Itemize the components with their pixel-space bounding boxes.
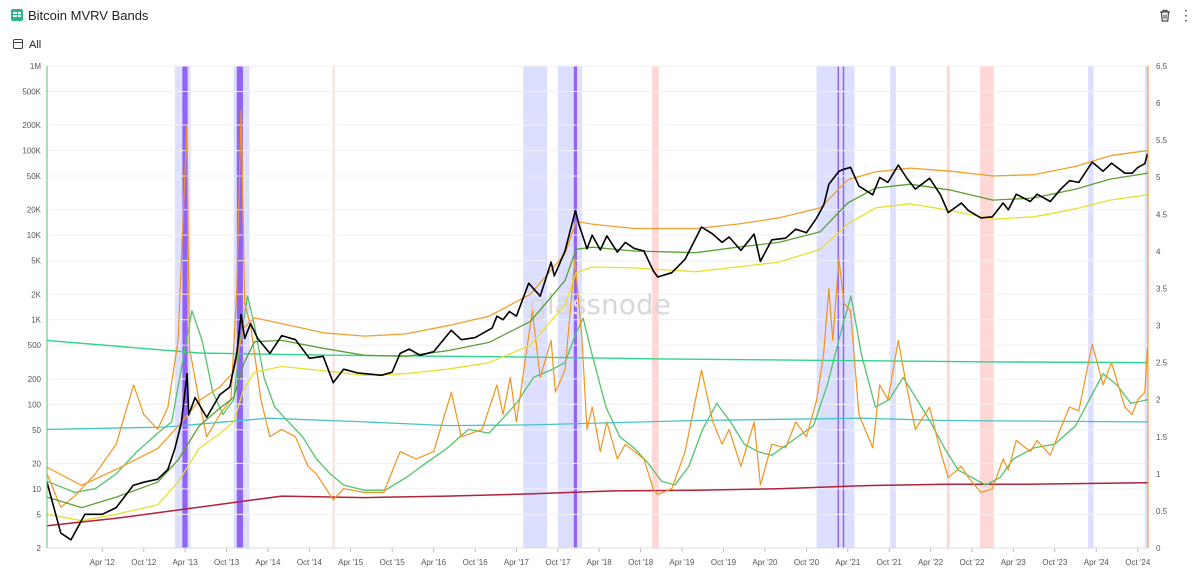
x-tick-label: Oct '16 xyxy=(463,558,489,567)
peak-zone xyxy=(182,66,188,548)
y-right-tick-label: 0.5 xyxy=(1156,507,1168,516)
y-left-tick-label: 50K xyxy=(27,172,42,181)
y-left-tick-label: 200 xyxy=(28,375,42,384)
y-left-tick-label: 1M xyxy=(30,62,41,71)
high-zone xyxy=(1088,66,1094,548)
high-zone xyxy=(1144,66,1148,548)
mid-band-line xyxy=(46,172,1148,509)
mvrv-line xyxy=(46,109,1149,508)
x-tick-label: Apr '17 xyxy=(504,558,530,567)
x-tick-label: Apr '21 xyxy=(835,558,861,567)
y-left-tick-label: 100K xyxy=(22,147,41,156)
chart-header: Bitcoin MVRV Bands ⋮ xyxy=(0,0,1200,32)
x-tick-label: Apr '20 xyxy=(752,558,778,567)
x-tick-label: Oct '12 xyxy=(131,558,157,567)
more-icon[interactable]: ⋮ xyxy=(1179,7,1193,23)
y-left-tick-label: 20K xyxy=(27,206,42,215)
y-left-tick-label: 20 xyxy=(32,459,41,468)
chart-icon xyxy=(11,9,23,21)
y-right-tick-label: 4.5 xyxy=(1156,210,1168,219)
y-left-tick-label: 1K xyxy=(31,316,41,325)
x-tick-label: Oct '21 xyxy=(877,558,903,567)
y-right-tick-label: 3 xyxy=(1156,322,1161,331)
y-left-tick-label: 10K xyxy=(27,231,42,240)
y-right-tick-label: 6.5 xyxy=(1156,62,1168,71)
chart-title: Bitcoin MVRV Bands xyxy=(28,8,149,23)
axes-layer: 1M500K200K100K50K20K10K5K2K1K50020010050… xyxy=(22,62,1167,567)
x-tick-label: Oct '22 xyxy=(959,558,985,567)
low-zone xyxy=(332,66,335,548)
y-left-tick-label: 50 xyxy=(32,426,41,435)
calendar-icon[interactable] xyxy=(13,39,23,49)
y-left-tick-label: 2K xyxy=(31,290,41,299)
grid-layer xyxy=(47,65,1148,549)
y-right-tick-label: 1 xyxy=(1156,470,1161,479)
x-tick-label: Apr '14 xyxy=(255,558,281,567)
range-toolbar: All xyxy=(0,36,300,56)
high-zone xyxy=(557,66,582,548)
x-tick-label: Apr '12 xyxy=(90,558,116,567)
x-tick-label: Oct '23 xyxy=(1042,558,1068,567)
x-tick-label: Apr '15 xyxy=(338,558,364,567)
x-tick-label: Apr '13 xyxy=(173,558,199,567)
x-tick-label: Oct '17 xyxy=(545,558,571,567)
y-right-tick-label: 6 xyxy=(1156,99,1161,108)
peak-zone xyxy=(236,66,243,548)
x-tick-label: Oct '24 xyxy=(1125,558,1151,567)
watermark: glassnode xyxy=(529,288,671,321)
y-right-tick-label: 2.5 xyxy=(1156,359,1168,368)
peak-zone xyxy=(842,66,845,548)
x-tick-label: Apr '24 xyxy=(1084,558,1110,567)
green-const-line xyxy=(46,339,1148,364)
zone-layer xyxy=(174,66,1148,548)
range-selector[interactable]: All xyxy=(29,39,42,51)
y-right-tick-label: 1.5 xyxy=(1156,433,1168,442)
y-left-tick-label: 10 xyxy=(32,485,41,494)
y-left-tick-label: 500 xyxy=(28,341,42,350)
y-right-tick-label: 5 xyxy=(1156,173,1161,182)
x-tick-label: Oct '14 xyxy=(297,558,323,567)
x-tick-label: Apr '18 xyxy=(587,558,613,567)
x-tick-label: Oct '18 xyxy=(628,558,654,567)
y-right-tick-label: 4 xyxy=(1156,247,1161,256)
high-zone xyxy=(890,66,896,548)
y-left-tick-label: 100 xyxy=(28,400,42,409)
x-tick-label: Apr '16 xyxy=(421,558,447,567)
peak-zone xyxy=(573,66,577,548)
peak-zone xyxy=(837,66,840,548)
red-const-line xyxy=(46,481,1148,527)
mvrv-ma-line xyxy=(46,295,1148,494)
y-right-tick-label: 3.5 xyxy=(1156,284,1168,293)
x-tick-label: Apr '22 xyxy=(918,558,944,567)
teal-const-line xyxy=(46,417,1148,431)
trash-icon[interactable] xyxy=(1159,9,1171,22)
low-zone xyxy=(652,66,659,548)
y-right-tick-label: 0 xyxy=(1156,544,1161,553)
series-layer xyxy=(46,109,1149,541)
x-tick-label: Apr '19 xyxy=(669,558,695,567)
low-zone xyxy=(946,66,950,548)
x-tick-label: Apr '23 xyxy=(1001,558,1027,567)
y-left-tick-label: 2 xyxy=(37,544,42,553)
y-left-tick-label: 5 xyxy=(37,510,42,519)
x-tick-label: Oct '20 xyxy=(794,558,820,567)
y-right-tick-label: 5.5 xyxy=(1156,136,1168,145)
x-tick-label: Oct '13 xyxy=(214,558,240,567)
low-zone xyxy=(979,66,994,548)
x-tick-label: Oct '15 xyxy=(380,558,406,567)
y-left-tick-label: 500K xyxy=(22,87,41,96)
lower-band-line xyxy=(46,194,1148,522)
x-tick-label: Oct '19 xyxy=(711,558,737,567)
y-left-tick-label: 200K xyxy=(22,121,41,130)
mvrv-chart: glassnode 1M 500K 200K 100K 50K 20K 10K 5K 2K 1K 5… xyxy=(22,62,1167,567)
price-line xyxy=(46,153,1149,541)
y-left-tick-label: 5K xyxy=(31,257,41,266)
y-right-tick-label: 2 xyxy=(1156,396,1161,405)
